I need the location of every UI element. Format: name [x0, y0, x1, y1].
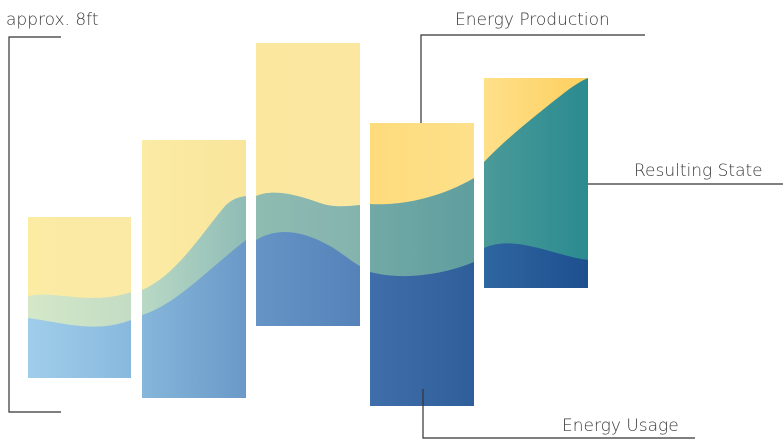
panel-1-usage-band	[28, 318, 131, 378]
panel-5	[484, 78, 588, 288]
panel-2-usage-band	[142, 240, 246, 398]
panel-5-state-band	[484, 78, 588, 288]
energy-usage-label: Energy Usage	[562, 416, 679, 436]
resulting-state-label: Resulting State	[634, 161, 763, 181]
resulting-state-callout: Resulting State	[588, 161, 783, 185]
panel-4-usage-band	[370, 262, 474, 406]
energy-usage-callout: Energy Usage	[422, 389, 695, 439]
height-bracket: approx. 8ft	[6, 10, 99, 413]
panel-2	[142, 140, 246, 398]
height-note-label: approx. 8ft	[6, 10, 99, 30]
energy-production-callout: Energy Production	[420, 10, 645, 123]
panel-1	[28, 217, 131, 378]
panel-4	[370, 123, 474, 406]
energy-production-label: Energy Production	[455, 10, 610, 30]
panel-5-usage-band	[484, 243, 588, 288]
panel-3	[256, 43, 360, 326]
panel-3-usage-band	[256, 232, 360, 326]
